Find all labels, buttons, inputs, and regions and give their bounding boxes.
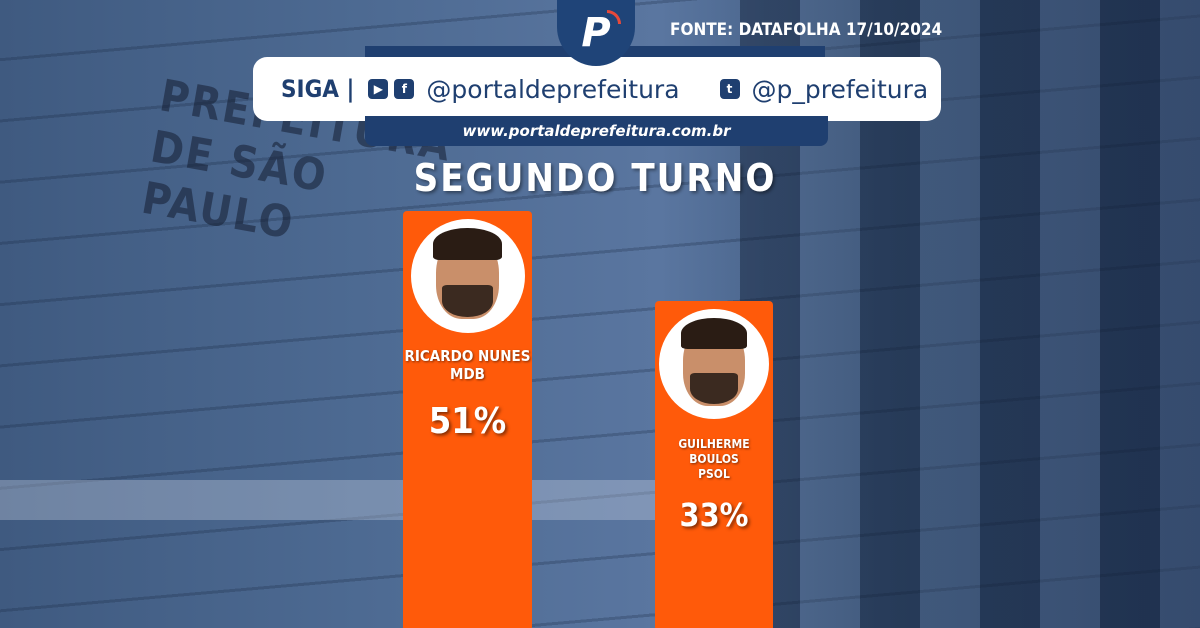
candidate-name: RICARDO NUNES [404,347,531,365]
social-banner: SIGA | ▶ f @portaldeprefeitura t @p_pref… [253,57,941,121]
candidate-party: MDB [450,365,485,383]
candidate-party: PSOL [698,467,730,481]
website-link[interactable]: www.portaldeprefeitura.com.br [365,116,828,146]
follow-label: SIGA | [281,75,355,103]
twitter-icon[interactable]: t [719,79,740,99]
youtube-icon[interactable]: ▶ [368,79,389,99]
candidate-photo [659,309,769,419]
candidate-photo [410,219,525,333]
source-label: FONTE: DATAFOLHA 17/10/2024 [670,20,943,40]
bar-guilherme-boulos: GUILHERME BOULOS PSOL 33% [655,301,773,628]
candidate-name: GUILHERME BOULOS [678,437,750,466]
bar-ricardo-nunes: RICARDO NUNES MDB 51% [403,211,532,628]
signal-icon [607,10,621,24]
instagram-handle[interactable]: @portaldeprefeitura [426,74,680,104]
background-ledge [0,480,660,520]
data-label: 51% [428,401,507,442]
chart-title: SEGUNDO TURNO [413,156,777,200]
facebook-icon[interactable]: f [394,79,415,99]
twitter-handle[interactable]: @p_prefeitura [751,74,929,104]
data-label: 33% [679,496,749,534]
portal-logo: P [557,0,635,66]
